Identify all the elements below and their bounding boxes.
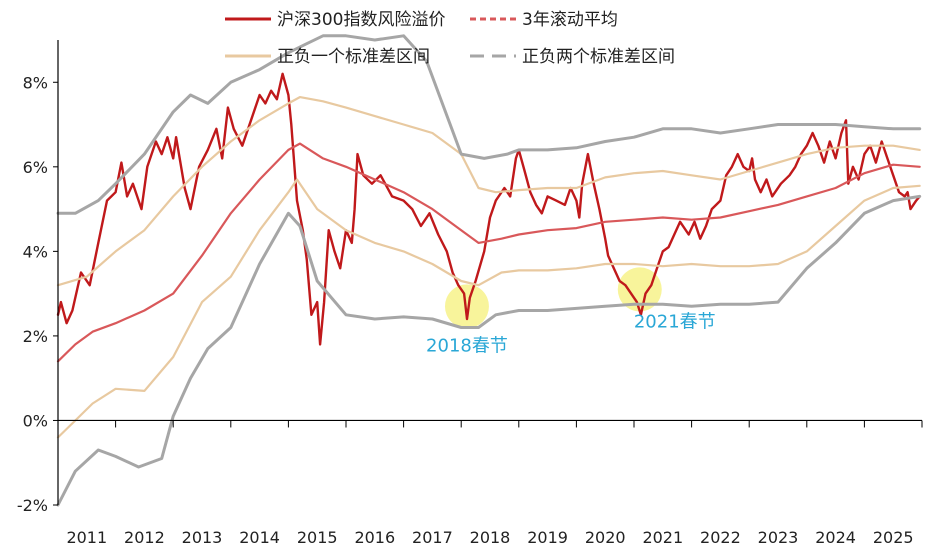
y-tick-label-0: -2% <box>17 496 48 515</box>
x-tick-label-1: 2012 <box>124 528 165 547</box>
axes-layer: -2% 0% 2% 4% 6% 8% 2011 2012 2013 2014 2015 2016 201… <box>17 40 923 547</box>
legend-label-3: 正负两个标准差区间 <box>522 47 675 67</box>
x-tick-label-13: 2024 <box>815 528 856 547</box>
x-tick-label-14: 2025 <box>873 528 914 547</box>
series-layer <box>56 34 922 507</box>
x-tick-label-3: 2014 <box>239 528 280 547</box>
annotation-label-0: 2018春节 <box>426 335 508 356</box>
series-line-1 <box>56 142 921 363</box>
annotation-highlight-0 <box>444 284 489 329</box>
y-tick-label-5: 8% <box>23 73 48 92</box>
y-tick-label-4: 6% <box>23 158 48 177</box>
x-tick-label-8: 2019 <box>527 528 568 547</box>
series-line-4 <box>56 34 922 215</box>
legend-label-2: 正负一个标准差区间 <box>277 47 430 67</box>
x-tick-label-2: 2013 <box>182 528 223 547</box>
x-tick-label-10: 2021 <box>642 528 683 547</box>
annotation-highlights <box>444 267 662 329</box>
x-tick-label-9: 2020 <box>585 528 626 547</box>
x-tick-label-0: 2011 <box>66 528 107 547</box>
x-tick-label-12: 2023 <box>758 528 799 547</box>
series-line-2 <box>56 95 921 287</box>
annotations: 2018春节 2021春节 <box>426 311 716 356</box>
series-line-5 <box>56 194 922 507</box>
annotation-label-1: 2021春节 <box>634 311 716 332</box>
y-tick-label-3: 4% <box>23 242 48 261</box>
legend-label-1: 3年滚动平均 <box>522 10 618 30</box>
legend-label-0: 沪深300指数风险溢价 <box>277 10 445 30</box>
y-tick-label-1: 0% <box>23 411 48 430</box>
x-tick-label-7: 2018 <box>470 528 511 547</box>
annotation-highlight-1 <box>617 267 662 312</box>
x-tick-label-5: 2016 <box>354 528 395 547</box>
series-line-3 <box>56 178 921 439</box>
x-tick-label-11: 2022 <box>700 528 741 547</box>
x-tick-label-6: 2017 <box>412 528 453 547</box>
x-tick-label-4: 2015 <box>297 528 338 547</box>
y-tick-label-2: 2% <box>23 327 48 346</box>
